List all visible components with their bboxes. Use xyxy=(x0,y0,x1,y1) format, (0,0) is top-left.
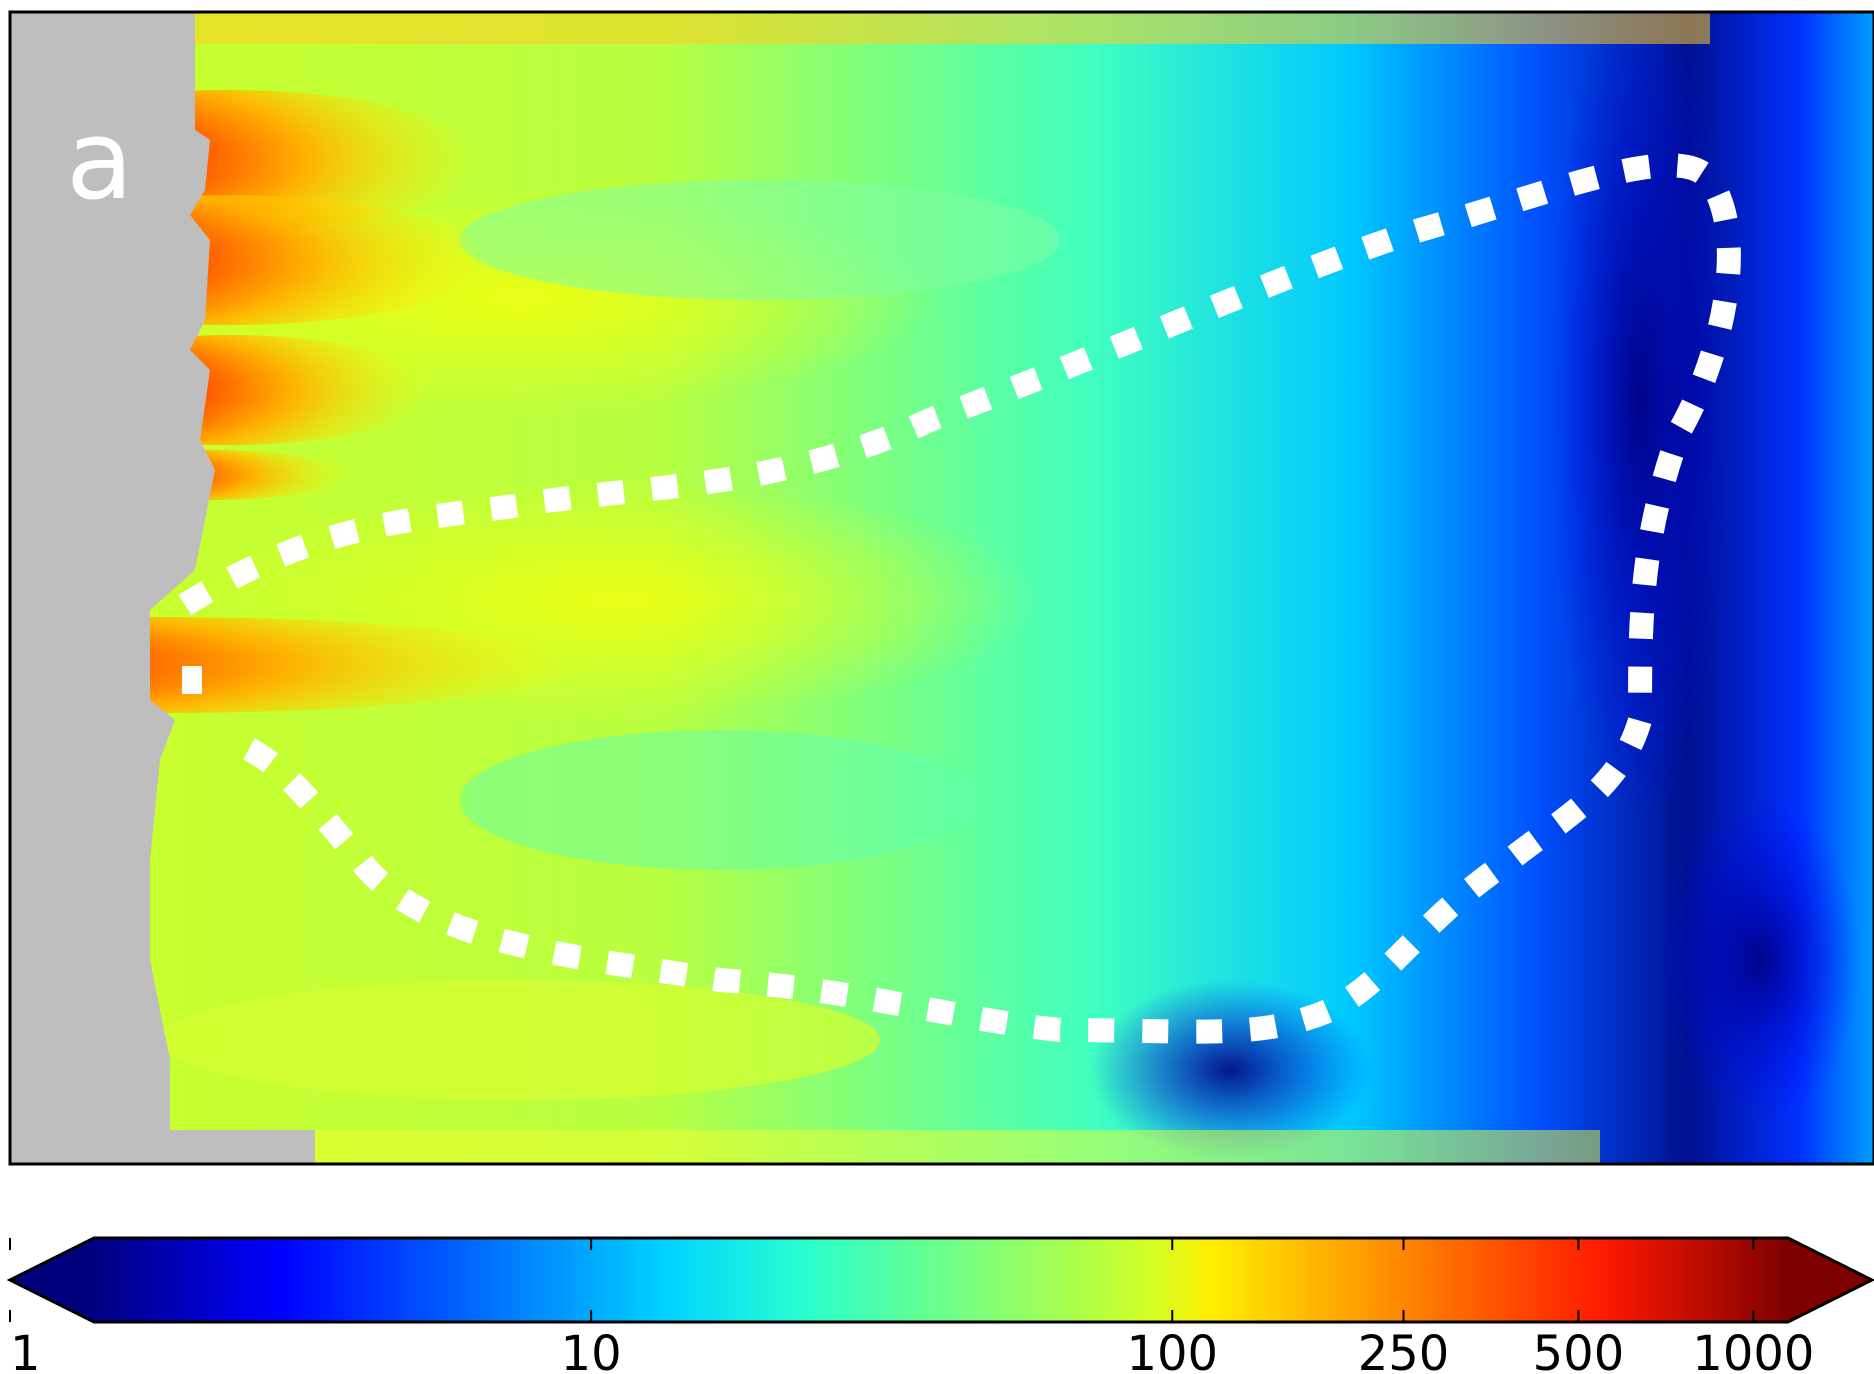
plot-frame xyxy=(8,10,1874,1166)
heatmap-field xyxy=(10,12,1874,1164)
colorbar-tick-label: 500 xyxy=(1533,1326,1625,1374)
contour-line xyxy=(178,153,1741,1044)
colorbar-extend-high xyxy=(1788,1238,1872,1322)
colorbar-ticks: 1 10 100 250 500 1000 xyxy=(9,1238,1814,1374)
land-mask xyxy=(10,12,315,1164)
colorbar-outline xyxy=(6,1236,1874,1324)
colorbar-extend-low xyxy=(10,1238,94,1322)
colorbar-gradient xyxy=(94,1238,1788,1322)
contour-end-marker xyxy=(182,666,202,694)
panel-label: a xyxy=(66,96,133,224)
colorbar-tick-label: 1 xyxy=(10,1326,41,1374)
colorbar-tick-label: 1000 xyxy=(1692,1326,1814,1374)
colorbar-tick-label: 10 xyxy=(561,1326,622,1374)
colorbar-tick-label: 250 xyxy=(1358,1326,1450,1374)
colorbar: 1 10 100 250 500 1000 xyxy=(6,1236,1874,1374)
colorbar-tick-label: 100 xyxy=(1126,1326,1218,1374)
